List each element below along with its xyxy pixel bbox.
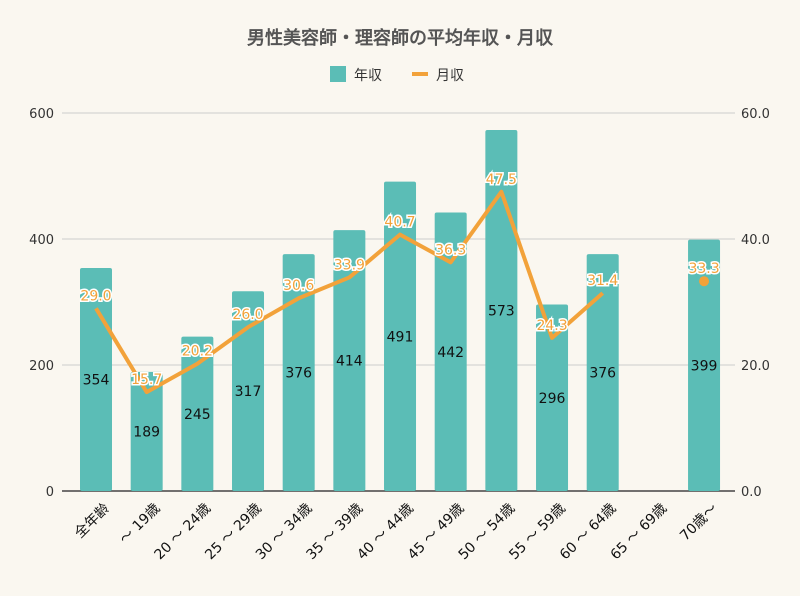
bar-value-label: 317 [235,384,262,400]
bar-value-label: 442 [437,345,464,361]
line-value-label: 15.7 [131,372,162,388]
bar [130,371,163,491]
bar [333,230,366,491]
bar-value-label: 189 [133,424,160,440]
bar [536,304,569,491]
bar-value-label: 573 [488,304,515,320]
legend: 年収 月収 [330,66,464,84]
bar [586,254,619,491]
line-point [699,276,710,287]
y-right-tick-label: 0.0 [741,485,762,500]
y-left-tick-label: 200 [29,359,54,374]
bar [434,212,467,492]
line-value-label: 26.0 [232,307,263,323]
chart-title: 男性美容師・理容師の平均年収・月収 [247,27,554,49]
bar-value-label: 399 [691,358,718,374]
legend-swatch-line [412,72,428,76]
line-value-label: 31.4 [587,273,618,289]
y-right-tick-label: 60.0 [741,107,770,122]
line-value-label: 20.2 [182,344,213,360]
y-left-tick-label: 0 [46,485,54,500]
bar-value-label: 354 [83,372,110,388]
line-value-label: 29.0 [80,288,111,304]
y-left-tick-label: 400 [29,233,54,248]
bar-value-label: 296 [539,391,566,407]
line-value-label: 33.9 [334,257,365,273]
line-value-label: 40.7 [384,215,415,231]
line-series [94,189,605,395]
line-value-label: 33.3 [688,261,719,277]
y-right-tick-label: 40.0 [741,233,770,248]
bar-value-label: 376 [285,366,312,382]
bar-value-label: 376 [589,366,616,382]
y-right-tick-label: 20.0 [741,359,770,374]
bar [282,254,315,491]
y-left-tick-label: 600 [29,107,54,122]
bar [384,181,417,492]
bar-value-label: 414 [336,354,363,370]
x-tick-label: 70歳～ [677,501,721,545]
line-value-label: 24.3 [536,318,567,334]
legend-label-line: 月収 [436,68,464,84]
bar-value-label: 245 [184,407,211,423]
line-value-label: 36.3 [435,242,466,258]
bar-value-label: 491 [387,329,414,345]
bar [181,336,214,491]
legend-label-bar: 年収 [354,68,382,84]
x-tick-label: ～ 19歳 [117,501,164,548]
bar [232,291,265,491]
legend-swatch-bar [330,66,346,82]
bar [688,239,721,491]
line-value-label: 47.5 [486,172,517,188]
x-tick-label: 全年齢 [71,500,113,542]
line-value-label: 30.6 [283,278,314,294]
